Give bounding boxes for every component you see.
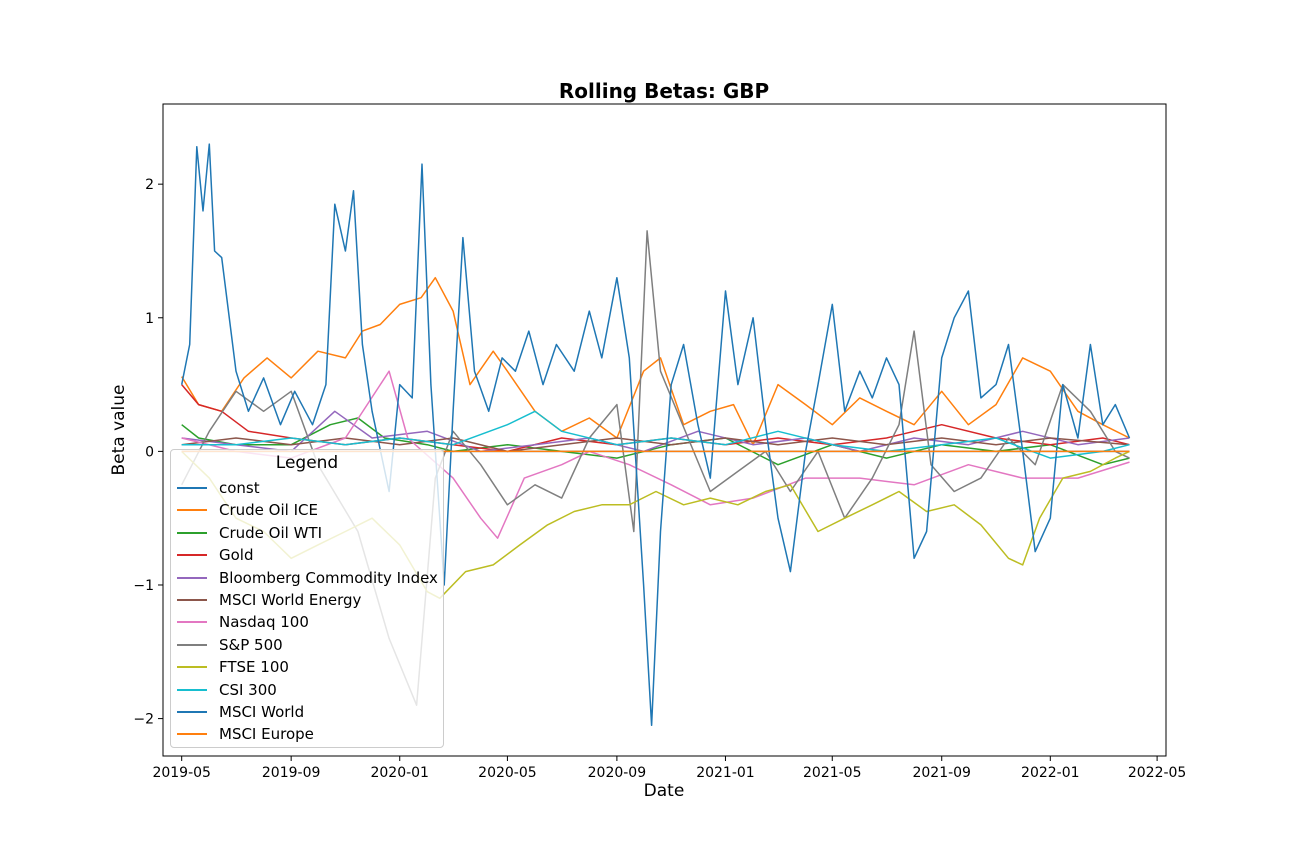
- legend-swatch: [177, 554, 207, 557]
- series-line-9: [181, 410, 1130, 459]
- legend-swatch: [177, 509, 207, 512]
- legend-entry: FTSE 100: [177, 656, 289, 678]
- legend-entry: Bloomberg Commodity Index: [177, 567, 438, 589]
- x-tick-label: 2020-05: [478, 765, 537, 781]
- x-axis-ticks: 2019-05 2019-09 2020-01 2020-05 2020-09 2021-…: [152, 756, 1186, 781]
- legend-label: MSCI World: [219, 703, 305, 721]
- y-axis-label: Beta value: [109, 384, 129, 475]
- y-axis-ticks: −2 −1 0 1 2: [133, 177, 163, 728]
- legend-swatch: [177, 599, 207, 601]
- legend: Legend const Crude Oil ICE Crude Oil WTI Go…: [170, 449, 444, 748]
- legend-label: CSI 300: [219, 680, 277, 699]
- legend-label: FTSE 100: [219, 658, 289, 677]
- legend-swatch: [177, 711, 207, 713]
- x-tick-label: 2019-05: [152, 765, 211, 781]
- legend-label: Crude Oil WTI: [219, 523, 322, 542]
- x-tick-label: 2021-01: [696, 765, 755, 781]
- y-tick-label: −1: [133, 578, 154, 594]
- legend-label: Gold: [219, 546, 254, 565]
- legend-entry: const: [177, 477, 260, 499]
- series-line-2: [181, 417, 1130, 466]
- y-tick-label: −2: [133, 712, 154, 728]
- legend-label: S&P 500: [219, 635, 283, 654]
- legend-label: MSCI Europe: [219, 725, 314, 744]
- legend-entry: Nasdaq 100: [177, 611, 309, 633]
- x-tick-label: 2020-09: [588, 765, 647, 781]
- y-tick-label: 2: [145, 177, 154, 193]
- x-tick-label: 2022-01: [1021, 765, 1080, 781]
- x-axis-label: Date: [644, 781, 685, 801]
- plot-area: [162, 103, 1167, 757]
- legend-entry: MSCI World Energy: [177, 589, 361, 611]
- y-tick-label: 1: [145, 311, 154, 327]
- y-tick-label: 0: [145, 444, 154, 460]
- legend-entry: Gold: [177, 544, 254, 566]
- legend-entry: Crude Oil WTI: [177, 522, 322, 544]
- legend-title: Legend: [275, 453, 339, 473]
- series-line-1: [181, 276, 1130, 446]
- legend-entry: CSI 300: [177, 679, 277, 701]
- legend-swatch: [177, 666, 207, 669]
- legend-entry: MSCI Europe: [177, 723, 314, 745]
- legend-swatch: [177, 487, 207, 489]
- series-line-10: [180, 143, 1131, 727]
- legend-label: Nasdaq 100: [219, 613, 309, 632]
- legend-swatch: [177, 733, 207, 736]
- legend-label: const: [219, 479, 260, 497]
- legend-entry: MSCI World: [177, 701, 304, 723]
- x-tick-label: 2021-05: [803, 765, 862, 781]
- x-tick-label: 2020-01: [370, 765, 429, 781]
- legend-swatch: [177, 643, 207, 646]
- legend-label: Bloomberg Commodity Index: [219, 568, 438, 587]
- legend-label: MSCI World Energy: [219, 591, 362, 609]
- chart-title: Rolling Betas: GBP: [559, 79, 769, 103]
- legend-entry: S&P 500: [177, 634, 283, 656]
- x-tick-label: 2022-05: [1128, 765, 1187, 781]
- x-tick-label: 2019-09: [262, 765, 321, 781]
- x-tick-label: 2021-09: [912, 765, 971, 781]
- legend-swatch: [177, 576, 207, 579]
- legend-swatch: [177, 688, 207, 691]
- legend-swatch: [177, 621, 207, 624]
- legend-entry: Crude Oil ICE: [177, 499, 318, 521]
- legend-swatch: [177, 531, 207, 534]
- legend-label: Crude Oil ICE: [219, 501, 318, 520]
